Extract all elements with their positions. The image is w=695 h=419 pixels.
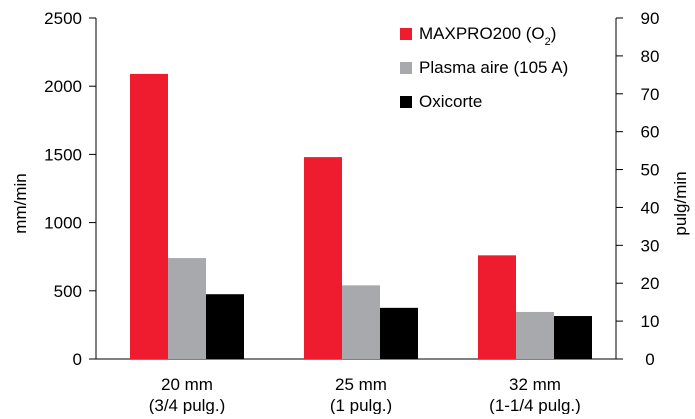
right-tick-label: 60 [641,123,660,142]
legend-swatch-2 [400,62,412,74]
left-tick-label: 1500 [44,145,82,164]
category-label-line1: 32 mm [509,375,561,394]
left-tick-label: 500 [54,282,82,301]
category-label-line2: (3/4 pulg.) [149,396,226,414]
legend-label-3: Oxicorte [419,92,482,111]
right-tick-label: 0 [645,350,654,369]
right-tick-label: 10 [641,312,660,331]
bar-series-2-category-1 [168,258,206,359]
category-label-line1: 25 mm [335,375,387,394]
right-tick-label: 40 [641,198,660,217]
bars-layer [130,73,592,359]
legend-label-2: Plasma aire (105 A) [419,58,568,77]
category-label-line2: (1-1/4 pulg.) [489,396,581,414]
legend-label-1: MAXPRO200 (O2) [419,24,556,48]
bar-series-2-category-2 [342,285,380,359]
left-tick-label: 1000 [44,214,82,233]
right-tick-label: 20 [641,274,660,293]
labels-layer: 0 500 1000 1500 2000 2500 0 10 20 30 40 50 60 70 80 90 m… [11,9,690,415]
bar-series-2-category-3 [516,311,554,359]
y2-axis-title: pulg/min [671,171,690,235]
left-tick-label: 2500 [44,9,82,28]
bar-series-3-category-2 [380,307,418,359]
right-tick-label: 70 [641,85,660,104]
bar-series-3-category-3 [554,316,592,359]
left-tick-label: 2000 [44,77,82,96]
right-tick-label: 30 [641,236,660,255]
bar-series-3-category-1 [206,294,244,359]
bar-series-1-category-2 [304,157,342,359]
legend-swatch-3 [400,96,412,108]
bar-series-1-category-3 [478,255,516,359]
category-label-line1: 20 mm [161,375,213,394]
legend-subscript: 2 [545,36,551,48]
legend-swatch-1 [400,28,412,40]
y-axis-title: mm/min [11,173,30,233]
legend: MAXPRO200 (O2) Plasma aire (105 A) Oxicort… [400,24,568,111]
bar-series-1-category-1 [130,73,168,359]
legend-suffix: ) [551,24,557,43]
right-tick-label: 50 [641,161,660,180]
right-tick-label: 90 [641,9,660,28]
left-tick-label: 0 [73,350,82,369]
category-label-line2: (1 pulg.) [330,396,392,414]
right-tick-label: 80 [641,47,660,66]
